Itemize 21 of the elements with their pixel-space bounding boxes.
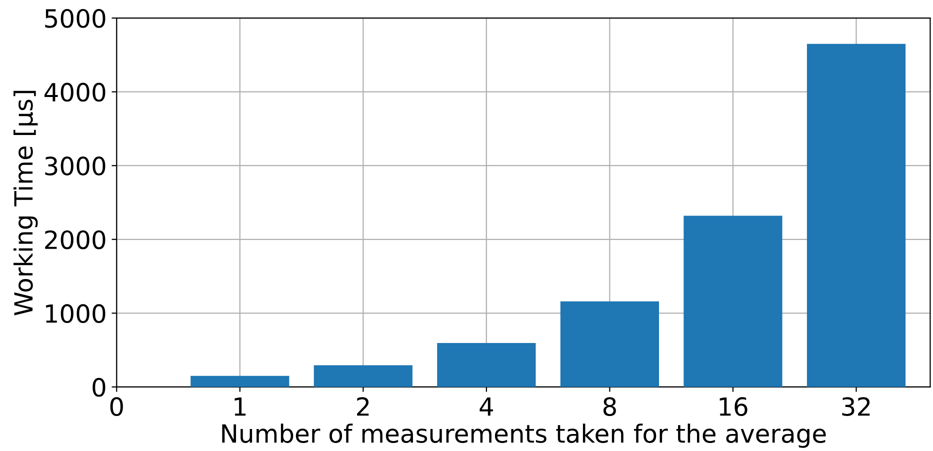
x-tick-label: 4: [480, 397, 493, 416]
x-tick-label: 2: [357, 397, 369, 416]
bar: [190, 376, 290, 387]
x-axis-title: Number of measurements taken for the average: [222, 424, 826, 448]
y-tick-label: 5000: [45, 8, 106, 28]
y-tick-label: 2000: [45, 230, 106, 250]
y-axis-title: Working Time [μs]: [14, 90, 38, 316]
y-tick-label: 3000: [45, 156, 106, 176]
x-tick-label: 16: [720, 397, 748, 416]
bar: [806, 44, 906, 387]
y-tick-label: 4000: [44, 82, 106, 102]
bar: [437, 343, 536, 387]
x-tick-label: 1: [234, 397, 246, 416]
y-tick-label: 0: [92, 378, 106, 397]
x-tick-label: 0: [110, 397, 123, 416]
y-tick-label: 1000: [46, 304, 106, 324]
bar: [684, 216, 782, 387]
bar: [314, 365, 412, 387]
bar: [560, 301, 660, 387]
x-tick-label: 32: [842, 397, 870, 416]
x-tick-label: 8: [603, 397, 616, 416]
